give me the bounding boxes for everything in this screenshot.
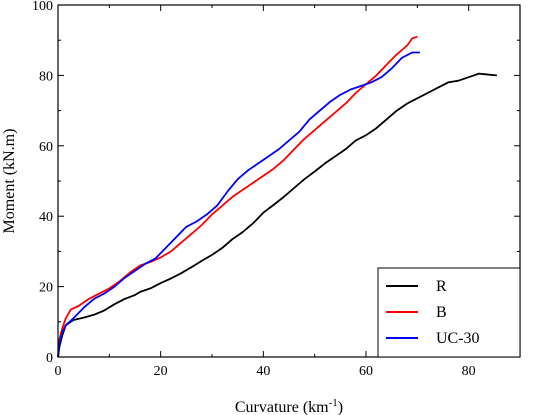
y-tick-label: 100 xyxy=(32,0,53,14)
plot-frame xyxy=(57,4,521,358)
x-tick-label: 20 xyxy=(154,364,168,379)
y-tick-label: 60 xyxy=(39,140,53,155)
series-line-uc-30 xyxy=(57,51,420,358)
series-line-r xyxy=(57,72,497,358)
x-axis-ticks: 0 20 40 60 80 xyxy=(55,5,521,379)
legend-label: R xyxy=(436,278,447,295)
legend-label: B xyxy=(436,304,447,321)
series-layer xyxy=(57,35,497,358)
y-axis-ticks: 0 20 40 60 80 100 xyxy=(32,0,520,366)
y-tick-label: 80 xyxy=(39,69,53,84)
x-axis-title-main: Curvature (km xyxy=(235,399,329,415)
legend-label: UC-30 xyxy=(436,330,480,347)
x-axis-title-end: ) xyxy=(338,399,343,415)
x-tick-label: 40 xyxy=(256,364,270,379)
x-tick-label: 0 xyxy=(55,364,62,379)
x-tick-label: 60 xyxy=(359,364,373,379)
x-axis-title-superscript: -1 xyxy=(329,397,338,409)
y-tick-label: 40 xyxy=(39,210,53,225)
y-tick-label: 20 xyxy=(39,281,53,296)
series-line-b xyxy=(57,35,418,358)
legend: RB UC-30 xyxy=(377,267,521,358)
y-tick-label: 0 xyxy=(46,351,53,366)
y-axis-title: Moment (kN.m) xyxy=(1,129,18,234)
x-tick-label: 80 xyxy=(462,364,476,379)
x-axis-title: Curvature (km-1) xyxy=(235,397,343,415)
